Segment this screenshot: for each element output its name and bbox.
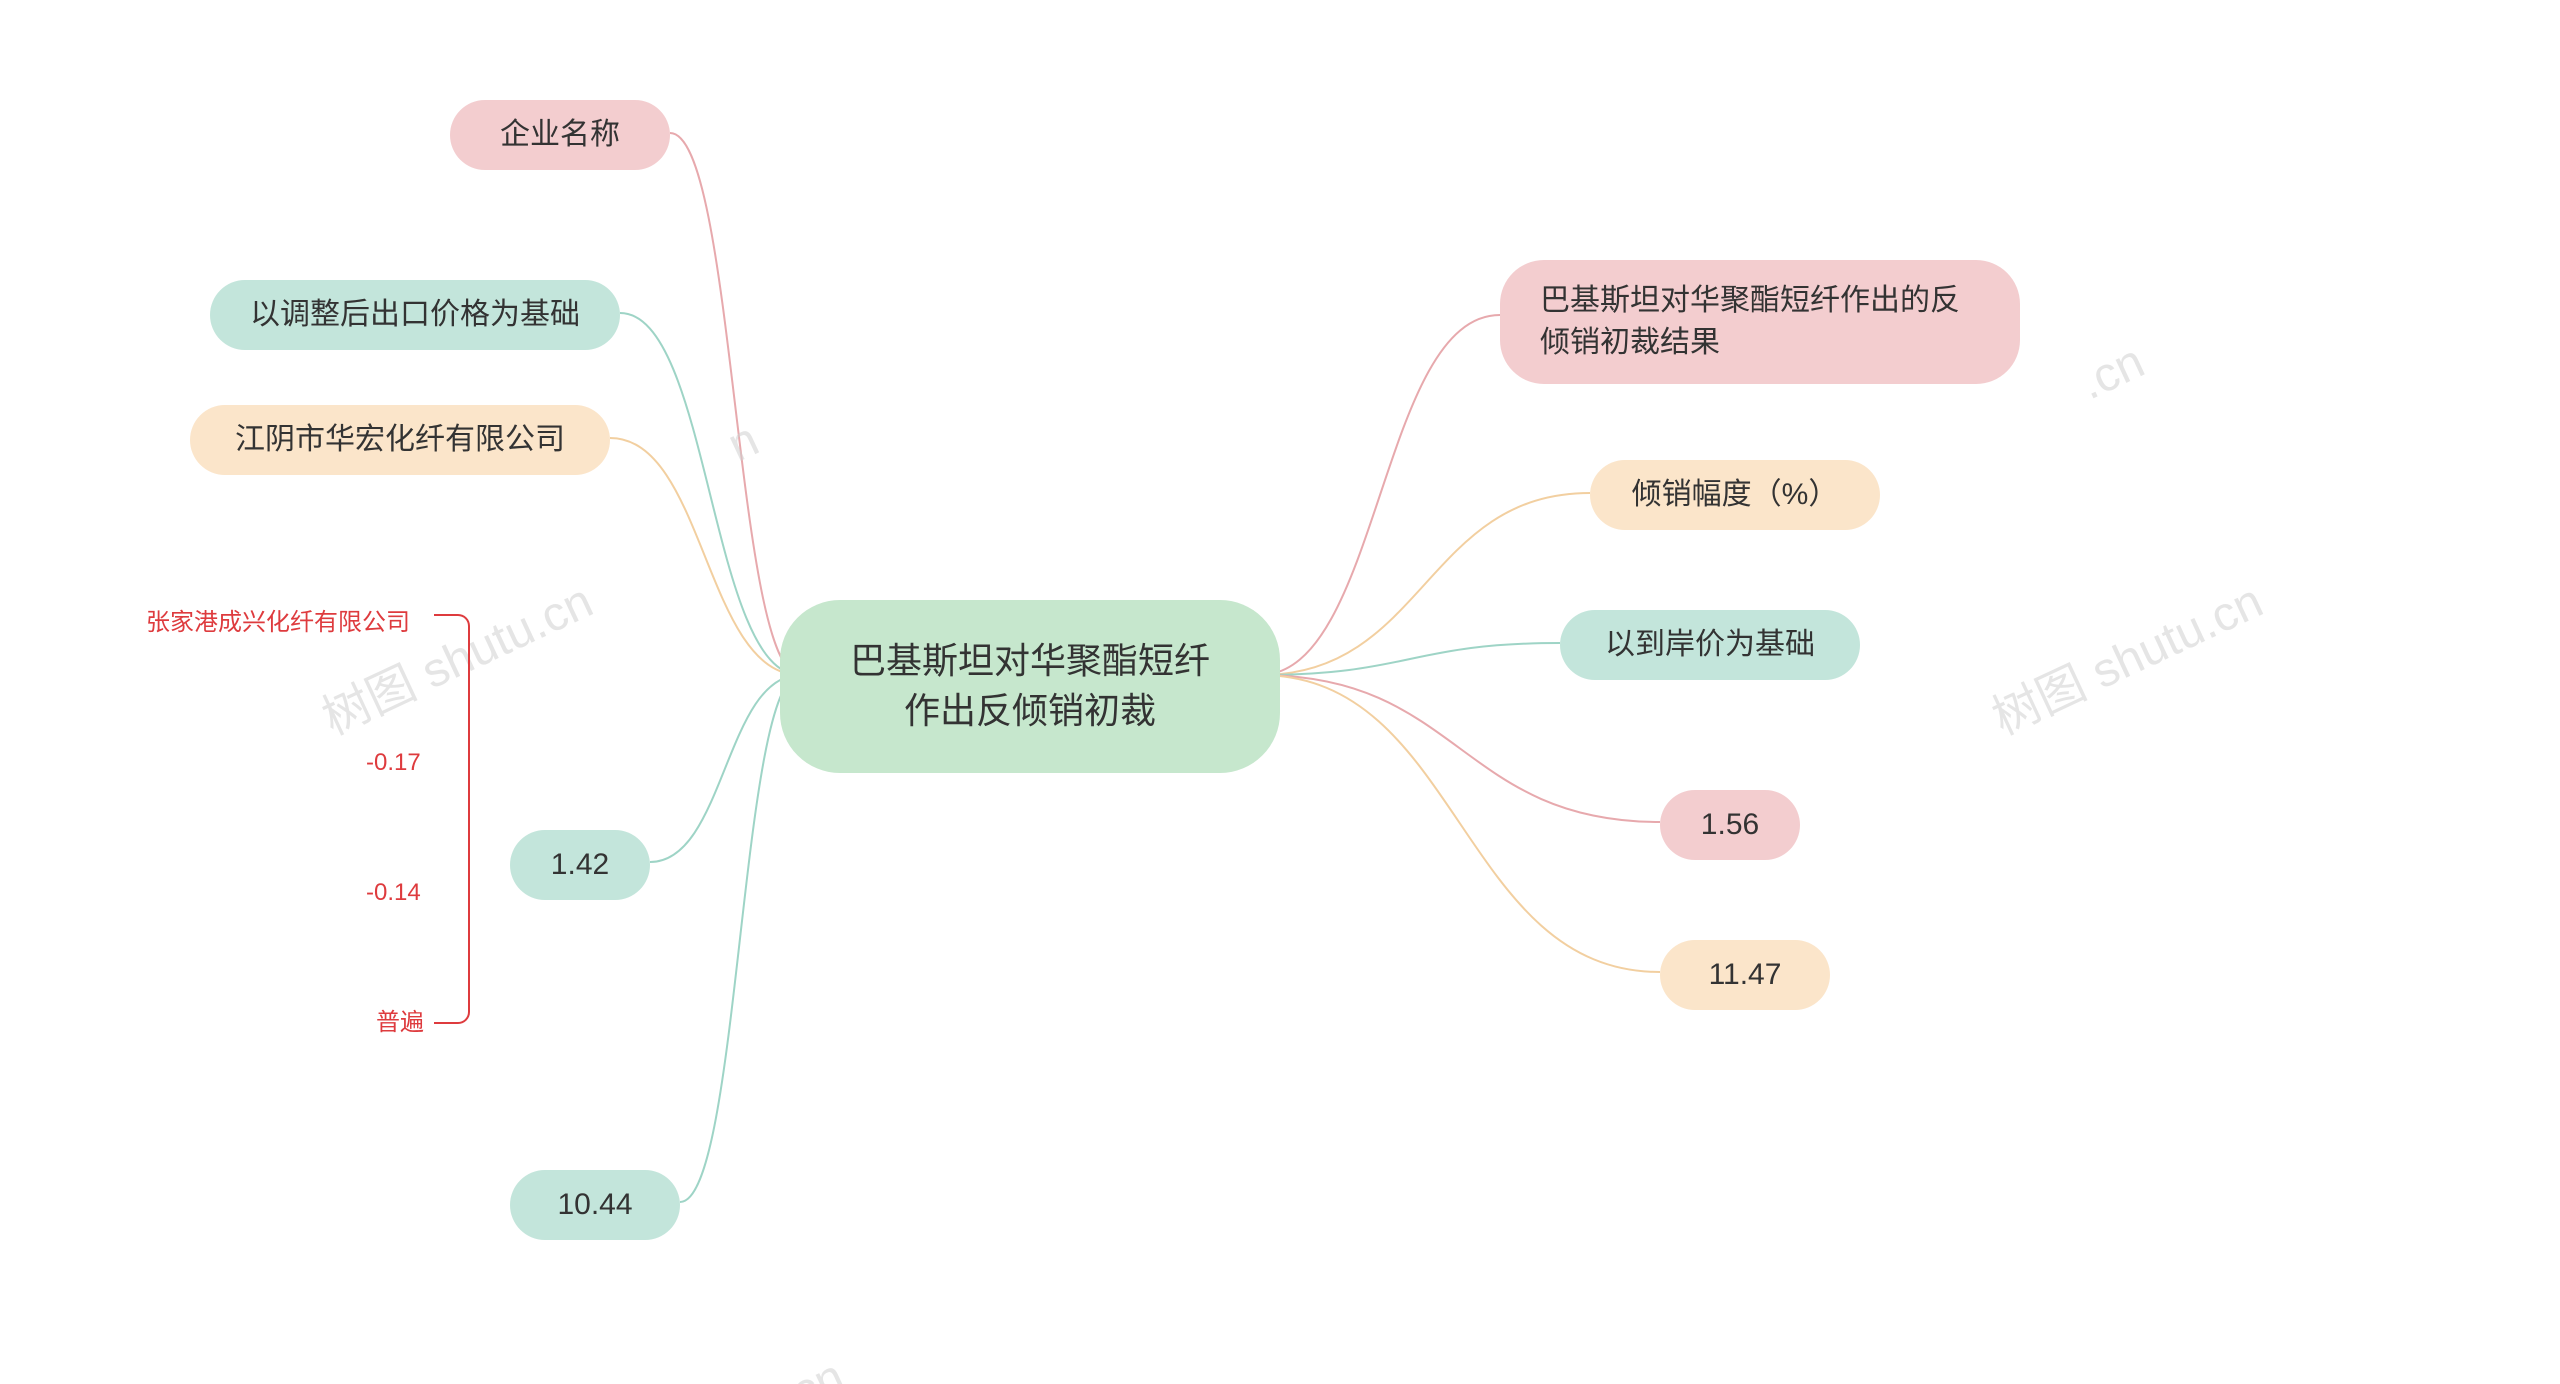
branch-label: 1.56 xyxy=(1701,804,1759,846)
branch-label: 10.44 xyxy=(557,1184,632,1226)
sub-branch-item-2[interactable]: -0.14 xyxy=(350,870,437,916)
connector-edge xyxy=(620,313,800,675)
connector-edge xyxy=(1260,493,1590,675)
sub-branch-item-1[interactable]: -0.17 xyxy=(350,740,437,786)
branch-label: 以到岸价为基础 xyxy=(1605,624,1815,666)
sub-branch-label: 张家港成兴化纤有限公司 xyxy=(146,606,410,640)
branch-label: 以调整后出口价格为基础 xyxy=(250,294,580,336)
connector-edge xyxy=(1260,675,1660,822)
connector-edge xyxy=(650,675,800,862)
branch-node-l5[interactable]: 10.44 xyxy=(510,1170,680,1240)
connector-edge xyxy=(1260,675,1660,972)
branch-label: 巴基斯坦对华聚酯短纤作出的反倾销初裁结果 xyxy=(1540,280,1980,364)
center-node-label: 巴基斯坦对华聚酯短纤作出反倾销初裁 xyxy=(840,636,1220,737)
watermark: .cn xyxy=(2071,334,2152,411)
branch-label: 1.42 xyxy=(551,844,609,886)
watermark: 树图 shutu.cn xyxy=(1979,562,2272,748)
branch-node-r5[interactable]: 11.47 xyxy=(1660,940,1830,1010)
branch-node-l4[interactable]: 1.42 xyxy=(510,830,650,900)
mindmap-canvas: 树图 shutu.cn树图 shutu.cnn.cn.cn 巴基斯坦对华聚酯短纤… xyxy=(0,0,2560,1384)
branch-label: 江阴市华宏化纤有限公司 xyxy=(235,419,565,461)
center-node[interactable]: 巴基斯坦对华聚酯短纤作出反倾销初裁 xyxy=(780,600,1280,773)
connector-edge xyxy=(1260,643,1560,675)
connector-layer xyxy=(0,0,2560,1384)
branch-node-r3[interactable]: 以到岸价为基础 xyxy=(1560,610,1860,680)
connector-edge xyxy=(670,133,800,675)
branch-node-l1[interactable]: 企业名称 xyxy=(450,100,670,170)
connector-edge xyxy=(610,438,800,675)
watermark: .cn xyxy=(771,1349,852,1384)
branch-node-l3[interactable]: 江阴市华宏化纤有限公司 xyxy=(190,405,610,475)
branch-label: 企业名称 xyxy=(500,114,620,156)
branch-label: 11.47 xyxy=(1709,954,1782,996)
branch-node-l2[interactable]: 以调整后出口价格为基础 xyxy=(210,280,620,350)
sub-branch-item-0[interactable]: 张家港成兴化纤有限公司 xyxy=(130,600,426,646)
branch-label: 倾销幅度（%） xyxy=(1632,474,1839,516)
sub-branch-bracket xyxy=(434,614,470,1024)
sub-branch-item-3[interactable]: 普遍 xyxy=(360,1000,440,1046)
branch-node-r4[interactable]: 1.56 xyxy=(1660,790,1800,860)
sub-branch-label: -0.17 xyxy=(366,746,421,780)
branch-node-r1[interactable]: 巴基斯坦对华聚酯短纤作出的反倾销初裁结果 xyxy=(1500,260,2020,384)
sub-branch-label: -0.14 xyxy=(366,876,421,910)
sub-branch-label: 普遍 xyxy=(376,1006,424,1040)
watermark: n xyxy=(720,412,767,473)
branch-node-r2[interactable]: 倾销幅度（%） xyxy=(1590,460,1880,530)
connector-edge xyxy=(1260,315,1500,675)
connector-edge xyxy=(680,675,800,1202)
